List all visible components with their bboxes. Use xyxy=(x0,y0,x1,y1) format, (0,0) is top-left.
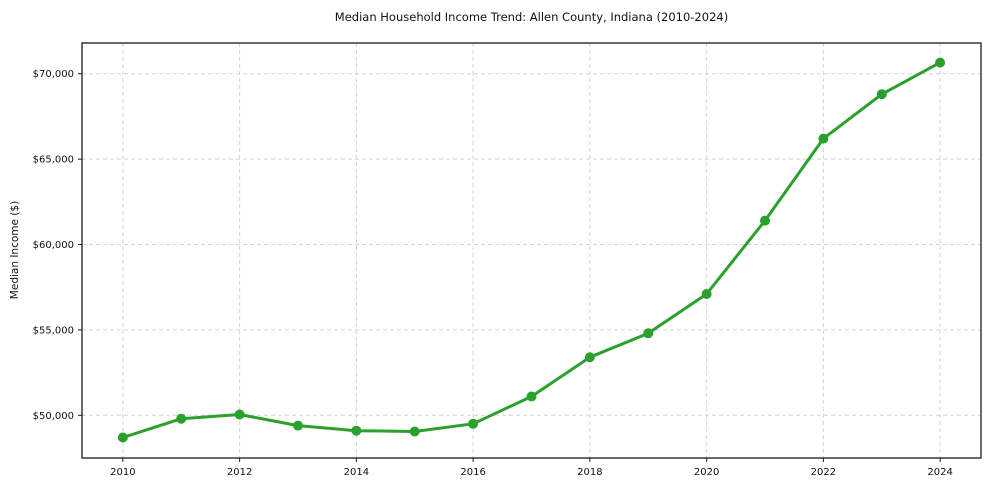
x-tick-label: 2012 xyxy=(227,467,252,478)
data-point xyxy=(234,409,245,420)
data-point xyxy=(468,418,479,429)
data-point xyxy=(935,57,946,68)
data-point xyxy=(293,420,303,431)
x-tick-label: 2016 xyxy=(460,467,485,478)
chart-title: Median Household Income Trend: Allen Cou… xyxy=(334,10,729,24)
y-tick-label: $55,000 xyxy=(33,325,74,336)
data-point xyxy=(117,432,128,443)
x-tick-label: 2018 xyxy=(577,467,602,478)
data-point xyxy=(701,289,712,299)
data-point xyxy=(818,133,829,144)
x-tick-label: 2014 xyxy=(344,467,369,478)
data-point xyxy=(876,89,887,100)
x-tick-label: 2010 xyxy=(110,467,135,478)
data-point xyxy=(526,391,537,402)
income-trend-line xyxy=(121,61,942,439)
x-tick-label: 2022 xyxy=(811,467,836,478)
data-point xyxy=(643,328,654,339)
y-tick-label: $60,000 xyxy=(33,240,74,251)
data-point xyxy=(584,352,595,363)
data-point xyxy=(351,425,362,436)
x-tick-label: 2020 xyxy=(694,467,719,478)
y-tick-label: $50,000 xyxy=(33,411,74,422)
y-tick-label: $65,000 xyxy=(33,155,74,166)
x-tick-label: 2024 xyxy=(927,467,952,478)
plot-border xyxy=(81,42,982,459)
data-point xyxy=(760,215,770,226)
data-point xyxy=(409,426,420,437)
y-tick-label: $70,000 xyxy=(33,69,74,80)
data-point xyxy=(176,413,187,424)
